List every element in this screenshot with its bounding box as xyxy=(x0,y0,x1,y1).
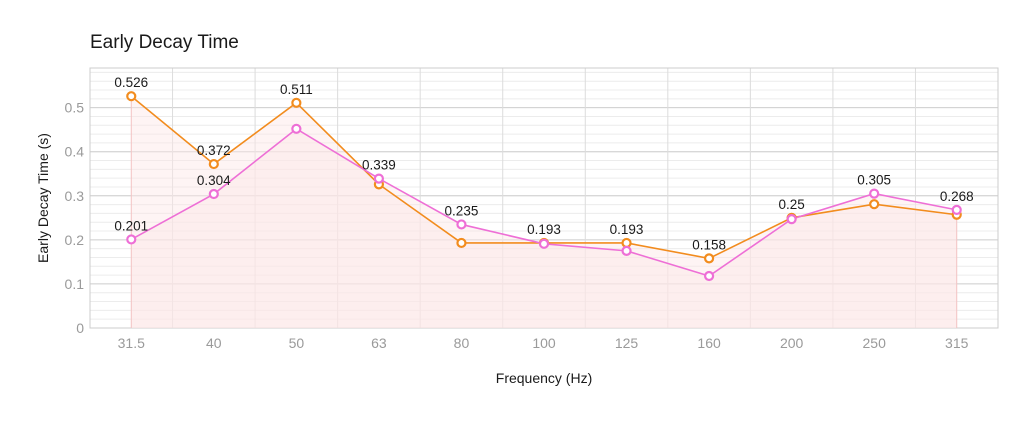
x-tick-label: 50 xyxy=(289,335,305,351)
series-2-point xyxy=(703,270,715,282)
series-2-point xyxy=(126,234,137,245)
x-tick-label: 63 xyxy=(371,335,387,351)
series-2-point xyxy=(373,173,385,184)
chart-title: Early Decay Time xyxy=(90,32,239,53)
series-2-point xyxy=(869,188,880,199)
series-2-data-label: 0.235 xyxy=(445,203,479,218)
series-1-point xyxy=(208,158,219,170)
series-2-area xyxy=(131,128,957,328)
x-tick-label: 200 xyxy=(780,335,804,351)
series-2-point xyxy=(538,238,550,249)
series-2-point xyxy=(786,214,797,225)
x-tick-label: 250 xyxy=(863,335,887,351)
series-1-data-label: 0.511 xyxy=(280,82,313,97)
x-tick-label: 125 xyxy=(615,335,639,351)
y-tick-label: 0.4 xyxy=(65,144,85,160)
x-tick-label: 100 xyxy=(532,335,556,351)
series-1-point xyxy=(703,253,715,264)
series-1-data-label: 0.158 xyxy=(692,237,726,252)
series-2-point xyxy=(951,204,962,215)
series-2-point xyxy=(291,123,302,134)
series-1-data-label: 0.193 xyxy=(527,222,561,237)
x-tick-label: 160 xyxy=(697,335,721,351)
series-1-data-label: 0.193 xyxy=(610,222,644,237)
x-axis-title: Frequency (Hz) xyxy=(496,370,592,386)
series-1-point xyxy=(621,237,632,249)
series-1-point xyxy=(456,237,467,249)
series-1-data-label: 0.372 xyxy=(197,143,231,158)
x-tick-label: 40 xyxy=(206,335,222,351)
series-1-data-label: 0.526 xyxy=(114,75,148,90)
series-1-point xyxy=(126,91,137,102)
y-tick-label: 0.2 xyxy=(65,232,85,248)
y-tick-label: 0.5 xyxy=(65,100,85,116)
series-2-point xyxy=(456,219,467,230)
series-1-point xyxy=(869,199,880,210)
series-2-data-label: 0.201 xyxy=(114,218,148,233)
plot-border xyxy=(89,67,999,329)
x-tick-label: 31.5 xyxy=(118,335,145,351)
x-tick-label: 80 xyxy=(454,335,470,351)
y-tick-label: 0.3 xyxy=(65,188,85,204)
y-tick-label: 0 xyxy=(76,320,84,336)
series-2-point xyxy=(208,188,219,200)
series-1-data-label: 0.25 xyxy=(778,197,804,212)
series-1-point xyxy=(291,97,302,108)
y-tick-label: 0.1 xyxy=(65,276,85,292)
series-2-data-label: 0.268 xyxy=(940,189,974,204)
series-2-point xyxy=(621,245,632,256)
x-tick-label: 315 xyxy=(945,335,969,351)
series-2-data-label: 0.339 xyxy=(362,158,396,173)
series-2-data-label: 0.304 xyxy=(197,173,231,188)
series-2-data-label: 0.305 xyxy=(857,173,891,188)
y-axis-title: Early Decay Time (s) xyxy=(35,133,51,263)
